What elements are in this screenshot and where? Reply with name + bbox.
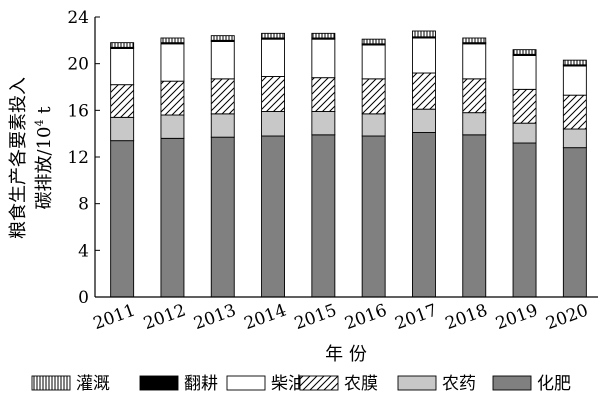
legend-swatch-化肥 [492, 375, 532, 391]
x-tick-label: 2019 [493, 301, 540, 335]
x-tick-label: 2011 [91, 301, 138, 335]
bar-segment-柴油 [361, 44, 386, 80]
x-tick-label: 2013 [191, 301, 238, 335]
bar-segment-农药 [512, 122, 537, 144]
bar-segment-农药 [311, 111, 336, 136]
y-tick-label: 8 [78, 195, 89, 215]
bar-segment-农膜 [562, 94, 587, 130]
y-tick-label: 12 [67, 148, 89, 168]
bar-segment-灌溉 [512, 49, 537, 55]
legend: 灌溉 翻耕 柴油 农膜 农药 化肥 [31, 374, 571, 394]
y-tick-label: 0 [78, 288, 89, 308]
bar-segment-灌溉 [311, 32, 336, 39]
bar-segment-农药 [361, 113, 386, 137]
bar-segment-农膜 [110, 84, 135, 118]
bar-segment-农膜 [311, 77, 336, 112]
bar-segment-灌溉 [210, 35, 235, 41]
bar-segment-柴油 [311, 38, 336, 79]
legend-swatch-农药 [397, 375, 437, 391]
bar-segment-柴油 [462, 43, 487, 80]
x-tick-label: 2012 [141, 301, 188, 335]
bar-segment-灌溉 [361, 38, 386, 45]
bar-segment-柴油 [562, 65, 587, 96]
bar-segment-灌溉 [261, 32, 285, 39]
bar-segment-化肥 [361, 135, 386, 298]
legend-label-农药: 农药 [442, 374, 476, 394]
legend-swatch-柴油 [226, 375, 266, 391]
y-axis-title-line2: 碳排放/104 t [33, 106, 55, 210]
x-tick-label: 2018 [443, 301, 490, 335]
bar-segment-农药 [210, 113, 235, 138]
bar-segment-化肥 [562, 147, 587, 298]
x-tick-label: 2020 [543, 301, 590, 335]
legend-label-化肥: 化肥 [537, 374, 571, 394]
bar-segment-化肥 [512, 142, 537, 298]
bar-segment-化肥 [412, 132, 436, 298]
bar-segment-农药 [462, 112, 487, 136]
bar-segment-农膜 [361, 78, 386, 115]
bar-segment-柴油 [512, 55, 537, 90]
bar-segment-灌溉 [110, 42, 135, 48]
bar-segment-化肥 [261, 135, 285, 298]
bar-segment-柴油 [160, 43, 185, 82]
y-axis-title-line1: 粮食生产各要素投入 [8, 77, 29, 239]
bar-segment-化肥 [210, 136, 235, 298]
legend-label-柴油: 柴油 [271, 374, 305, 394]
y-tick-label: 20 [67, 55, 89, 75]
bar-segment-灌溉 [462, 37, 487, 44]
legend-swatch-翻耕 [139, 375, 179, 391]
bar-segment-化肥 [160, 137, 185, 298]
y-tick-label: 16 [67, 101, 89, 121]
bar-segment-灌溉 [160, 37, 185, 44]
y-axis-title: 粮食生产各要素投入 碳排放/104 t [8, 77, 55, 239]
bar-segment-农药 [261, 111, 285, 137]
bar-segment-农膜 [512, 88, 537, 124]
x-tick-label: 2016 [342, 301, 389, 335]
bar-segment-农膜 [412, 72, 436, 110]
bar-segment-柴油 [110, 48, 135, 86]
y-axis-ticks: 0 4 8 12 16 20 24 [67, 8, 100, 308]
y-tick-label: 4 [78, 241, 89, 261]
bar-segment-农药 [562, 128, 587, 149]
bar-segment-柴油 [261, 38, 285, 77]
bars [110, 30, 587, 298]
bar-segment-农膜 [210, 78, 235, 115]
bar-segment-化肥 [311, 134, 336, 298]
legend-swatch-灌溉 [31, 375, 71, 391]
legend-label-灌溉: 灌溉 [76, 374, 110, 394]
bar-segment-柴油 [210, 41, 235, 80]
bar-segment-柴油 [412, 37, 436, 74]
bar-segment-农膜 [261, 76, 285, 112]
bar-segment-农药 [412, 108, 436, 133]
bar-segment-灌溉 [412, 30, 436, 38]
bar-segment-农药 [160, 114, 185, 139]
x-axis-title: 年 份 [325, 344, 367, 365]
bar-segment-农药 [110, 116, 135, 142]
bar-segment-农膜 [462, 78, 487, 114]
x-tick-label: 2017 [392, 301, 439, 335]
x-tick-label: 2015 [292, 301, 339, 335]
legend-label-翻耕: 翻耕 [184, 374, 218, 394]
bar-segment-化肥 [110, 140, 135, 298]
bar-segment-化肥 [462, 134, 487, 298]
legend-label-农膜: 农膜 [344, 374, 378, 394]
x-tick-label: 2014 [242, 301, 289, 335]
legend-swatch-农膜 [299, 375, 339, 391]
bar-segment-农膜 [160, 80, 185, 116]
x-axis-labels: 2011 2012 2013 2014 2015 2016 2017 2018 2019 2020 [91, 301, 591, 335]
y-tick-label: 24 [67, 8, 89, 28]
bar-segment-灌溉 [562, 59, 587, 66]
